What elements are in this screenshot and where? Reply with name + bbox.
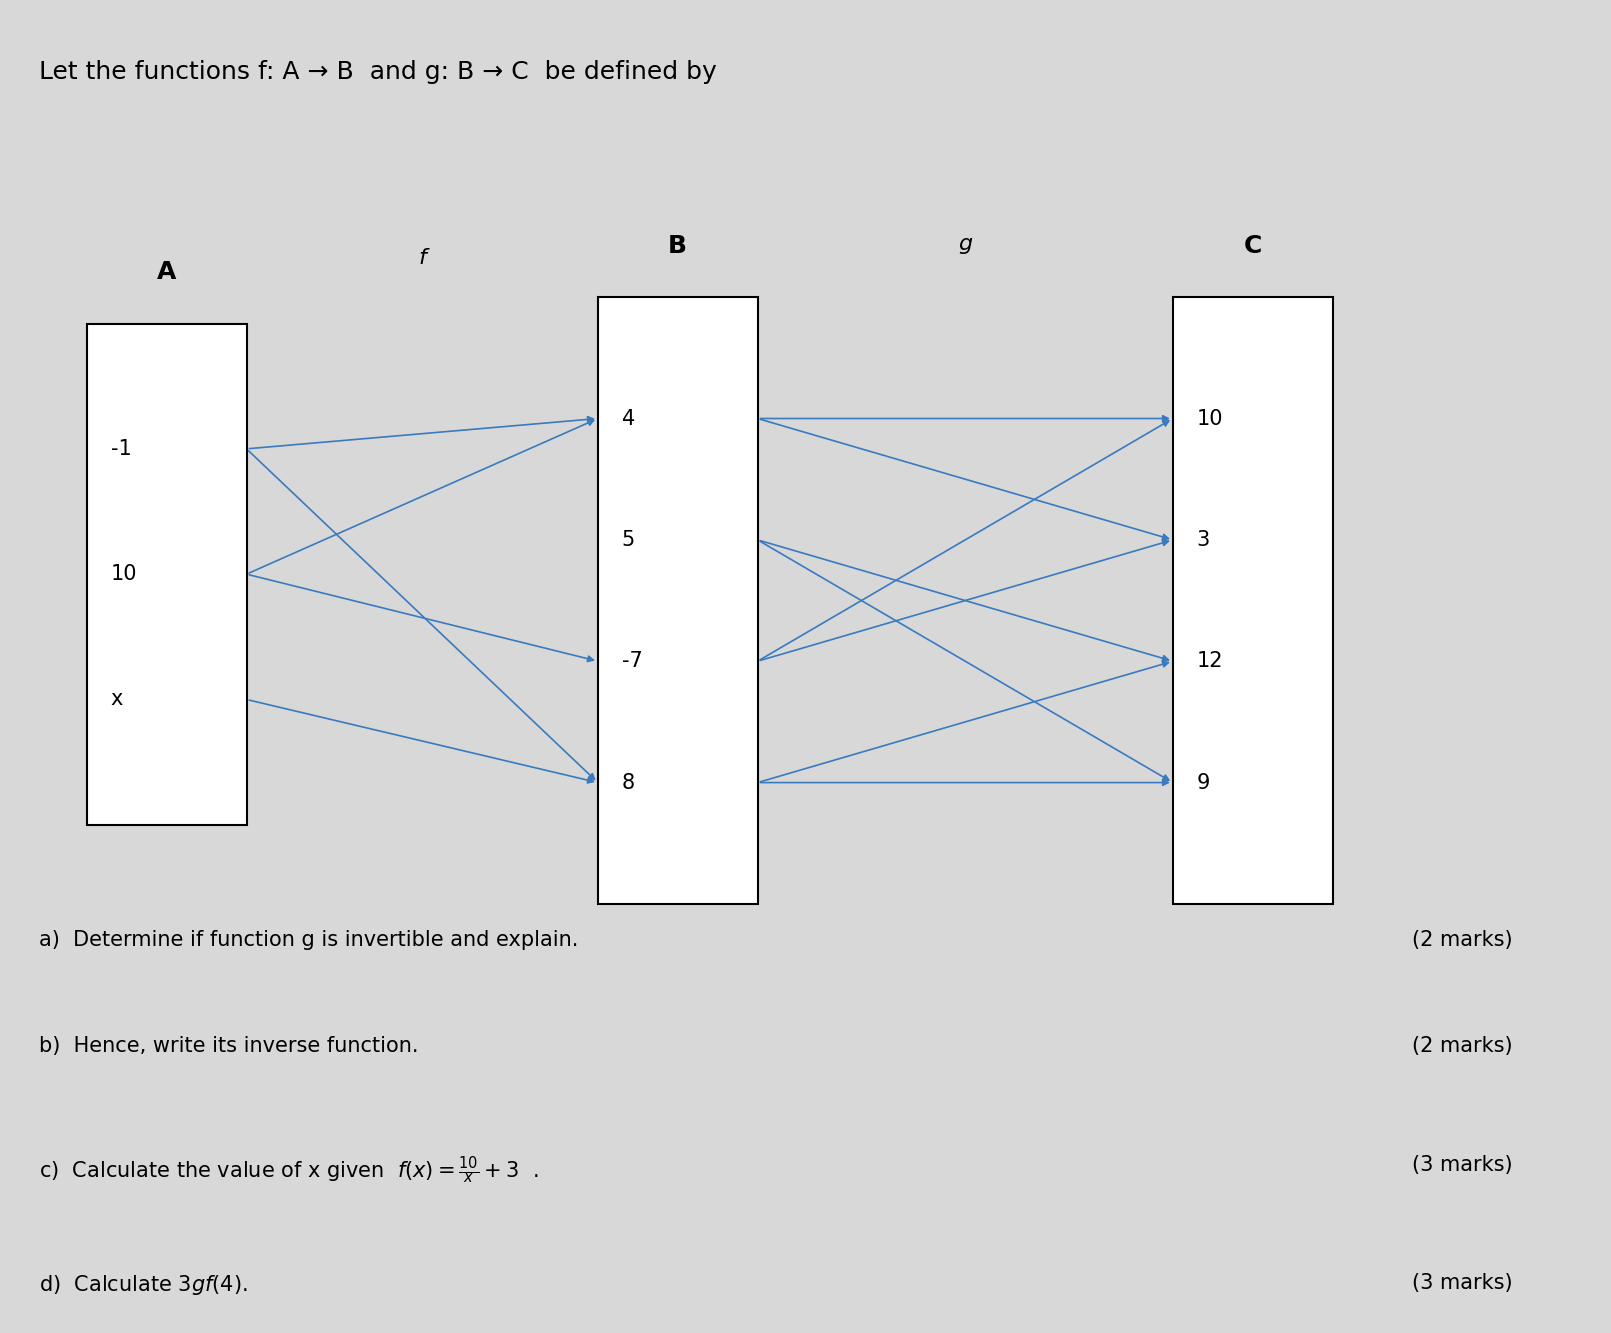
Text: 10: 10 (1197, 408, 1223, 428)
Text: (2 marks): (2 marks) (1413, 930, 1513, 950)
Text: a)  Determine if function g is invertible and explain.: a) Determine if function g is invertible… (39, 930, 578, 950)
Text: 8: 8 (622, 773, 635, 793)
Text: -7: -7 (622, 652, 643, 672)
Text: -1: -1 (111, 439, 132, 459)
Text: A: A (156, 260, 176, 284)
Text: d)  Calculate $3gf(4)$.: d) Calculate $3gf(4)$. (39, 1273, 248, 1297)
Text: (2 marks): (2 marks) (1413, 1036, 1513, 1056)
FancyBboxPatch shape (598, 297, 757, 904)
Text: (3 marks): (3 marks) (1413, 1154, 1513, 1174)
FancyBboxPatch shape (1173, 297, 1332, 904)
Text: 3: 3 (1197, 529, 1210, 551)
Text: 12: 12 (1197, 652, 1223, 672)
Text: b)  Hence, write its inverse function.: b) Hence, write its inverse function. (39, 1036, 419, 1056)
Text: (3 marks): (3 marks) (1413, 1273, 1513, 1293)
Text: 4: 4 (622, 408, 635, 428)
Text: B: B (669, 233, 688, 257)
Text: 10: 10 (111, 564, 137, 584)
Text: x: x (111, 689, 122, 709)
Text: C: C (1244, 233, 1261, 257)
Text: g: g (959, 235, 973, 255)
Text: f: f (419, 248, 427, 268)
Text: 5: 5 (622, 529, 635, 551)
Text: c)  Calculate the value of x given  $f(x) = \frac{10}{x} + 3$  .: c) Calculate the value of x given $f(x) … (39, 1154, 538, 1186)
FancyBboxPatch shape (87, 324, 246, 825)
Text: 9: 9 (1197, 773, 1210, 793)
Text: Let the functions f: A → B  and g: B → C  be defined by: Let the functions f: A → B and g: B → C … (39, 60, 717, 84)
